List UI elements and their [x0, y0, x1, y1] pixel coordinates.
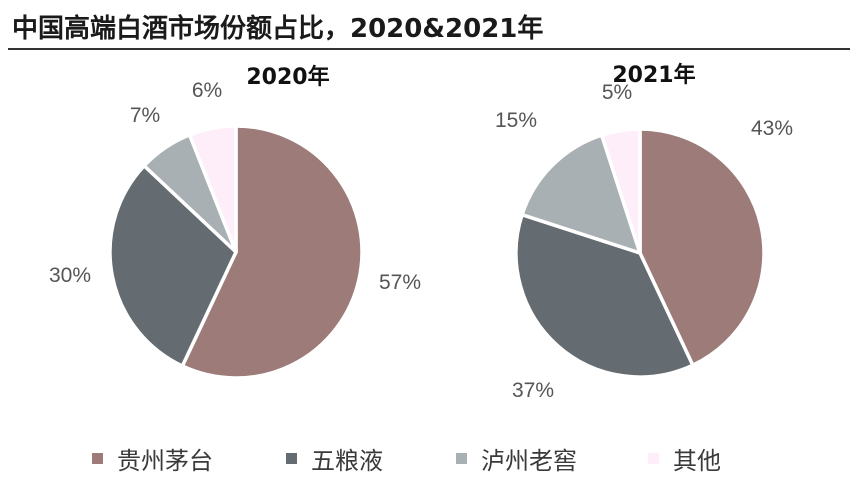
pie-2020-label-wuliangye: 30%: [49, 264, 91, 287]
legend-swatch-moutai: [92, 452, 103, 464]
legend-swatch-luzhou: [456, 452, 467, 464]
pie-2020-label-luzhou: 7%: [130, 104, 160, 127]
pie-2021-slice-other: [599, 127, 642, 255]
pie-charts: 57% 30% 7% 6% 2020年 43% 37% 15% 5%2021年: [49, 62, 793, 402]
pie-2021-label-other: 5%: [602, 81, 632, 104]
legend-label-wuliangye: 五粮液: [311, 446, 383, 475]
pie-2021-label-luzhou: 15%: [495, 109, 537, 132]
pie-2020-label-other: 6%: [192, 79, 222, 102]
legend-label-other: 其他: [673, 446, 721, 475]
title-divider: [8, 48, 850, 50]
legend-swatch-other: [648, 452, 659, 464]
legend-label-luzhou: 泸州老窖: [481, 446, 577, 475]
legend-label-moutai: 贵州茅台: [117, 446, 213, 475]
pie-2021-label-moutai: 43%: [751, 117, 793, 140]
pie-2020-slice-wuliangye: [108, 164, 238, 368]
pie-2021-slice-wuliangye: [514, 212, 695, 379]
pie-2021-label-wuliangye: 37%: [512, 379, 554, 402]
pie-2020-slice-other: [187, 124, 238, 254]
pie-2020-slice-moutai: [180, 124, 364, 380]
pie-2021-title: 2021年: [612, 62, 695, 88]
pie-2021-slice-moutai: [638, 127, 766, 367]
legend-swatch-wuliangye: [286, 452, 297, 464]
legend-item-moutai: 贵州茅台: [92, 438, 213, 478]
legend-item-wuliangye: 五粮液: [286, 438, 383, 478]
pie-2020-label-moutai: 57%: [379, 271, 421, 294]
legend-item-luzhou: 泸州老窖: [456, 438, 577, 478]
legend-item-other: 其他: [648, 438, 721, 478]
pie-2020-title: 2020年: [246, 64, 329, 90]
chart-legend: 贵州茅台 五粮液 泸州老窖 其他: [0, 438, 858, 478]
page-title: 中国高端白酒市场份额占比，2020&2021年: [12, 14, 544, 44]
